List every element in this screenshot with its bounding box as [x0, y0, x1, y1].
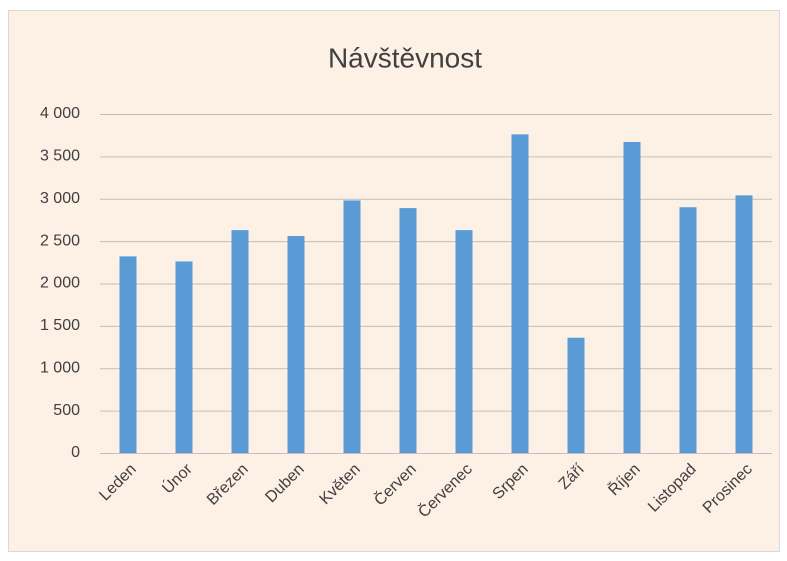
bar	[679, 207, 697, 453]
bar	[455, 230, 473, 453]
bar	[119, 256, 137, 453]
bar	[231, 230, 249, 453]
bar	[567, 337, 585, 453]
bar	[735, 195, 753, 454]
y-tick-label: 1 000	[40, 359, 80, 376]
y-tick-label: 3 000	[40, 190, 80, 207]
bar	[399, 208, 417, 453]
chart-title: Návštěvnost	[328, 42, 482, 73]
y-tick-label: 3 500	[40, 148, 80, 165]
chart-area	[8, 10, 780, 552]
bar	[511, 134, 529, 453]
bar	[623, 141, 641, 453]
y-tick-label: 0	[71, 444, 80, 461]
y-tick-label: 2 500	[40, 232, 80, 249]
bar	[343, 200, 361, 453]
y-tick-label: 1 500	[40, 317, 80, 334]
bar	[287, 236, 305, 453]
y-tick-label: 500	[53, 402, 80, 419]
y-tick-label: 4 000	[40, 105, 80, 122]
bar	[175, 261, 193, 453]
y-tick-label: 2 000	[40, 275, 80, 292]
